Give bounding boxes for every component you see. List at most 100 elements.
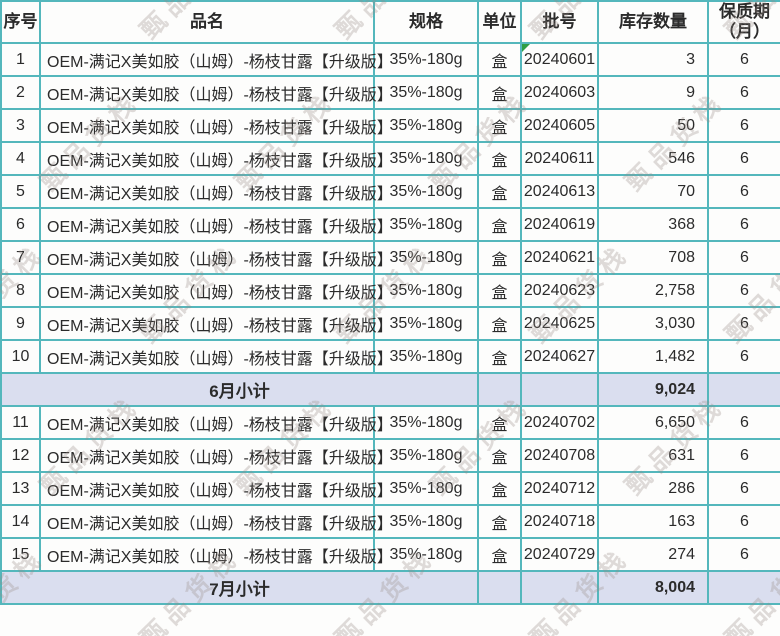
cell-index[interactable]: 2	[0, 75, 41, 110]
cell-qty[interactable]: 274	[597, 537, 709, 572]
cell-spec[interactable]: 35%-180g	[373, 273, 479, 308]
column-header-index[interactable]: 序号	[0, 0, 41, 44]
cell-shelf-life[interactable]: 6	[707, 273, 780, 308]
cell-shelf-life[interactable]: 6	[707, 339, 780, 374]
cell-index[interactable]: 6	[0, 207, 41, 242]
subtotal-label-cell[interactable]: 6月小计	[0, 372, 479, 407]
cell-unit[interactable]: 盒	[477, 42, 522, 77]
cell-qty[interactable]: 6,650	[597, 405, 709, 440]
cell-index[interactable]: 7	[0, 240, 41, 275]
cell-index[interactable]: 13	[0, 471, 41, 506]
cell-qty[interactable]: 708	[597, 240, 709, 275]
cell-qty[interactable]: 3	[597, 42, 709, 77]
cell-product-name[interactable]: OEM-满记X美如胶（山姆）-杨枝甘露【升级版】	[39, 240, 393, 275]
subtotal-label-cell[interactable]: 7月小计	[0, 570, 479, 605]
cell-spec[interactable]: 35%-180g	[373, 108, 479, 143]
subtotal-shelf-cell[interactable]	[707, 372, 780, 407]
cell-product-name[interactable]: OEM-满记X美如胶（山姆）-杨枝甘露【升级版】	[39, 75, 393, 110]
column-header-name[interactable]: 品名	[39, 0, 375, 44]
cell-product-name[interactable]: OEM-满记X美如胶（山姆）-杨枝甘露【升级版】	[39, 141, 393, 176]
cell-unit[interactable]: 盒	[477, 75, 522, 110]
cell-product-name[interactable]: OEM-满记X美如胶（山姆）-杨枝甘露【升级版】	[39, 405, 393, 440]
cell-unit[interactable]: 盒	[477, 339, 522, 374]
cell-unit[interactable]: 盒	[477, 141, 522, 176]
subtotal-qty-cell[interactable]: 9,024	[597, 372, 709, 407]
cell-shelf-life[interactable]: 6	[707, 207, 780, 242]
cell-batch[interactable]: 20240621	[520, 240, 599, 275]
column-header-batch[interactable]: 批号	[520, 0, 599, 44]
cell-product-name[interactable]: OEM-满记X美如胶（山姆）-杨枝甘露【升级版】	[39, 438, 393, 473]
cell-spec[interactable]: 35%-180g	[373, 537, 479, 572]
subtotal-qty-cell[interactable]: 8,004	[597, 570, 709, 605]
subtotal-unit-cell[interactable]	[477, 372, 522, 407]
cell-unit[interactable]: 盒	[477, 471, 522, 506]
cell-product-name[interactable]: OEM-满记X美如胶（山姆）-杨枝甘露【升级版】	[39, 207, 393, 242]
cell-index[interactable]: 5	[0, 174, 41, 209]
cell-shelf-life[interactable]: 6	[707, 75, 780, 110]
cell-spec[interactable]: 35%-180g	[373, 471, 479, 506]
subtotal-batch-cell[interactable]	[520, 570, 599, 605]
cell-spec[interactable]: 35%-180g	[373, 504, 479, 539]
cell-qty[interactable]: 368	[597, 207, 709, 242]
cell-qty[interactable]: 9	[597, 75, 709, 110]
cell-batch[interactable]: 20240718	[520, 504, 599, 539]
cell-unit[interactable]: 盒	[477, 240, 522, 275]
cell-index[interactable]: 14	[0, 504, 41, 539]
cell-index[interactable]: 8	[0, 273, 41, 308]
column-header-unit[interactable]: 单位	[477, 0, 522, 44]
cell-qty[interactable]: 163	[597, 504, 709, 539]
cell-product-name[interactable]: OEM-满记X美如胶（山姆）-杨枝甘露【升级版】	[39, 273, 393, 308]
cell-batch[interactable]: 20240708	[520, 438, 599, 473]
cell-index[interactable]: 9	[0, 306, 41, 341]
cell-index[interactable]: 3	[0, 108, 41, 143]
cell-batch[interactable]: 20240613	[520, 174, 599, 209]
cell-batch[interactable]: 20240601	[520, 42, 599, 77]
cell-unit[interactable]: 盒	[477, 207, 522, 242]
cell-unit[interactable]: 盒	[477, 405, 522, 440]
cell-qty[interactable]: 631	[597, 438, 709, 473]
cell-shelf-life[interactable]: 6	[707, 174, 780, 209]
cell-batch[interactable]: 20240619	[520, 207, 599, 242]
cell-shelf-life[interactable]: 6	[707, 108, 780, 143]
cell-batch[interactable]: 20240623	[520, 273, 599, 308]
cell-batch[interactable]: 20240702	[520, 405, 599, 440]
cell-shelf-life[interactable]: 6	[707, 438, 780, 473]
cell-spec[interactable]: 35%-180g	[373, 75, 479, 110]
cell-product-name[interactable]: OEM-满记X美如胶（山姆）-杨枝甘露【升级版】	[39, 504, 393, 539]
cell-unit[interactable]: 盒	[477, 174, 522, 209]
cell-index[interactable]: 12	[0, 438, 41, 473]
subtotal-unit-cell[interactable]	[477, 570, 522, 605]
cell-spec[interactable]: 35%-180g	[373, 42, 479, 77]
cell-index[interactable]: 10	[0, 339, 41, 374]
cell-product-name[interactable]: OEM-满记X美如胶（山姆）-杨枝甘露【升级版】	[39, 339, 393, 374]
cell-qty[interactable]: 70	[597, 174, 709, 209]
cell-batch[interactable]: 20240611	[520, 141, 599, 176]
cell-batch[interactable]: 20240712	[520, 471, 599, 506]
cell-qty[interactable]: 1,482	[597, 339, 709, 374]
subtotal-batch-cell[interactable]	[520, 372, 599, 407]
cell-spec[interactable]: 35%-180g	[373, 207, 479, 242]
cell-unit[interactable]: 盒	[477, 438, 522, 473]
cell-index[interactable]: 15	[0, 537, 41, 572]
cell-index[interactable]: 1	[0, 42, 41, 77]
cell-product-name[interactable]: OEM-满记X美如胶（山姆）-杨枝甘露【升级版】	[39, 471, 393, 506]
cell-shelf-life[interactable]: 6	[707, 471, 780, 506]
cell-batch[interactable]: 20240603	[520, 75, 599, 110]
cell-shelf-life[interactable]: 6	[707, 240, 780, 275]
cell-shelf-life[interactable]: 6	[707, 306, 780, 341]
cell-spec[interactable]: 35%-180g	[373, 438, 479, 473]
cell-unit[interactable]: 盒	[477, 504, 522, 539]
cell-unit[interactable]: 盒	[477, 108, 522, 143]
cell-batch[interactable]: 20240729	[520, 537, 599, 572]
cell-qty[interactable]: 3,030	[597, 306, 709, 341]
column-header-spec[interactable]: 规格	[373, 0, 479, 44]
cell-qty[interactable]: 546	[597, 141, 709, 176]
cell-unit[interactable]: 盒	[477, 306, 522, 341]
column-header-shelf[interactable]: 保质期 （月）	[707, 0, 780, 44]
cell-spec[interactable]: 35%-180g	[373, 339, 479, 374]
cell-product-name[interactable]: OEM-满记X美如胶（山姆）-杨枝甘露【升级版】	[39, 306, 393, 341]
cell-qty[interactable]: 2,758	[597, 273, 709, 308]
cell-shelf-life[interactable]: 6	[707, 42, 780, 77]
cell-batch[interactable]: 20240627	[520, 339, 599, 374]
cell-shelf-life[interactable]: 6	[707, 504, 780, 539]
